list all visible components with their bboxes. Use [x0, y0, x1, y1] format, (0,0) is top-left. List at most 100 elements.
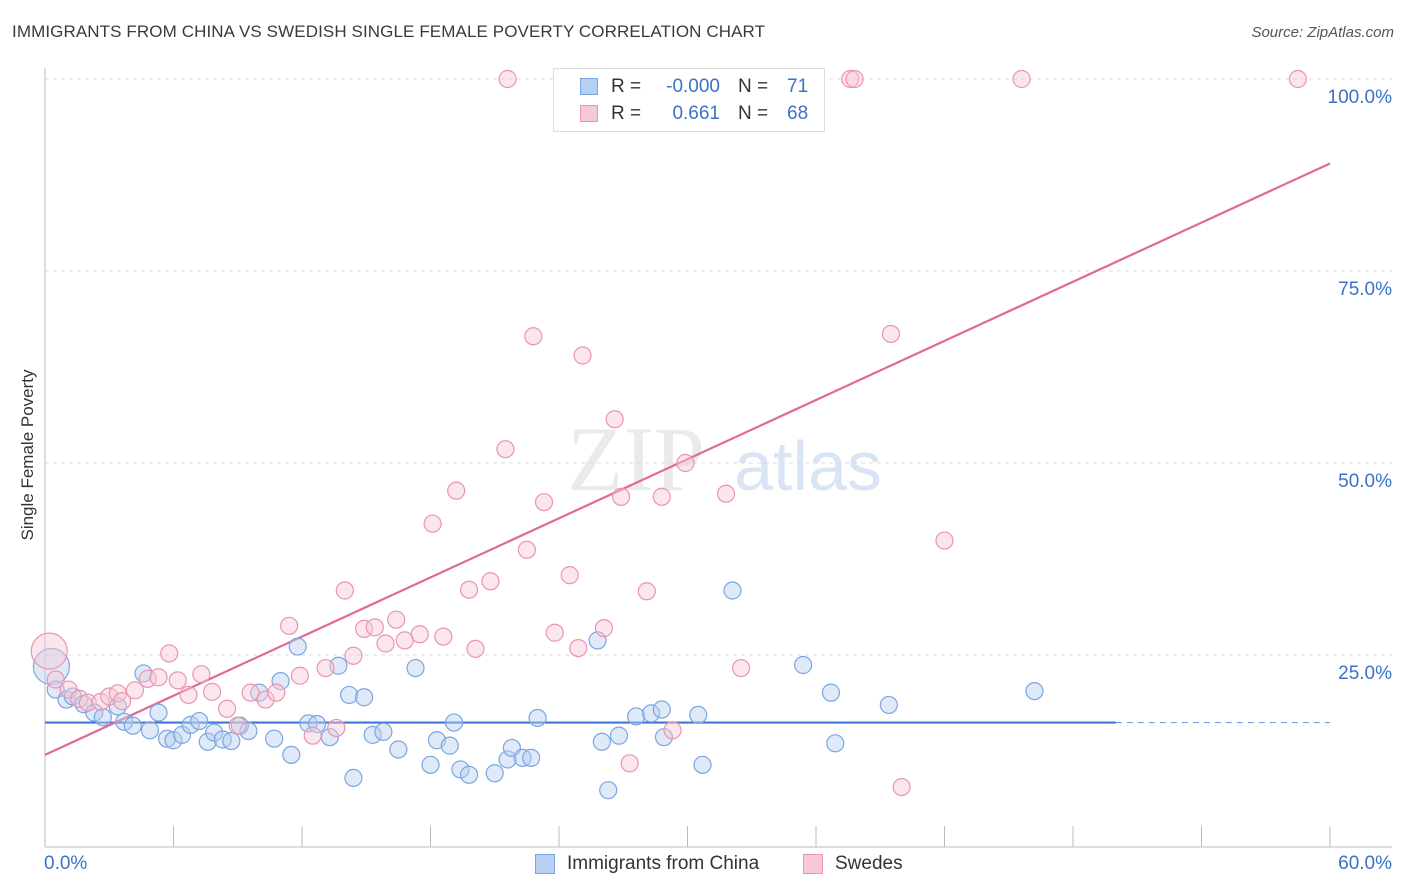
y-axis-label: Single Female Poverty — [18, 369, 37, 541]
point-swedes — [652, 487, 671, 506]
r-value-pink: 0.661 — [672, 103, 720, 124]
point-swedes — [179, 685, 198, 705]
point-swedes — [365, 618, 384, 637]
point-swedes — [716, 484, 736, 503]
point-swedes — [344, 646, 363, 665]
point-china — [498, 750, 517, 769]
point-china — [626, 707, 646, 726]
point-china — [363, 725, 382, 744]
r-label: R = — [611, 103, 642, 124]
point-swedes — [517, 540, 536, 559]
point-china — [826, 734, 845, 753]
point-china — [522, 748, 541, 768]
point-swedes — [545, 623, 564, 642]
point-china — [879, 695, 898, 715]
point-china — [344, 768, 363, 787]
point-swedes — [841, 69, 860, 89]
watermark-atlas: atlas — [734, 427, 882, 505]
point-swedes — [434, 627, 453, 646]
point-china — [198, 732, 217, 751]
legend-label-china: Immigrants from China — [567, 853, 760, 874]
point-china — [222, 731, 241, 751]
r-value-blue: -0.000 — [666, 76, 720, 97]
point-swedes — [387, 610, 406, 629]
n-label: N = — [738, 103, 769, 124]
point-swedes — [466, 639, 485, 658]
point-china — [282, 745, 301, 764]
point-swedes — [202, 682, 222, 701]
point-swedes — [560, 566, 579, 585]
y-tick-label: 75.0% — [1338, 279, 1392, 300]
watermark-zip: ZIP — [567, 408, 705, 510]
point-china — [652, 700, 671, 719]
point-china — [421, 755, 440, 774]
point-swedes — [316, 658, 335, 678]
point-china — [440, 736, 459, 755]
pink-swatch — [580, 105, 598, 122]
point-china — [149, 703, 168, 722]
point-swedes — [241, 683, 260, 702]
blue-swatch — [580, 78, 598, 95]
point-china — [723, 581, 742, 600]
point-swedes — [637, 582, 656, 601]
point-swedes — [569, 638, 588, 658]
point-swedes — [78, 693, 97, 712]
point-swedes — [1012, 69, 1031, 89]
point-swedes — [447, 481, 466, 500]
x-tick-label: 60.0% — [1338, 853, 1392, 874]
chart-title: IMMIGRANTS FROM CHINA VS SWEDISH SINGLE … — [12, 22, 766, 41]
point-swedes — [228, 716, 247, 735]
point-china — [406, 658, 425, 678]
point-swedes — [410, 625, 429, 644]
legend-swatch-blue — [535, 854, 555, 874]
point-china — [693, 755, 712, 774]
point-swedes — [594, 619, 614, 638]
legend-label-swedes: Swedes — [835, 853, 903, 874]
y-tick-label: 100.0% — [1328, 87, 1393, 108]
point-swedes — [892, 777, 911, 797]
point-china — [374, 722, 393, 741]
x-tick-label: 0.0% — [44, 853, 87, 874]
point-swedes — [267, 683, 286, 702]
point-china — [821, 683, 841, 702]
stats-row-blue: R = -0.000 N = 71 — [554, 74, 824, 100]
point-china — [157, 729, 177, 748]
n-label: N = — [738, 76, 769, 97]
point-swedes — [112, 691, 132, 711]
point-swedes — [280, 616, 299, 635]
point-china — [641, 704, 661, 723]
point-china — [1025, 681, 1044, 701]
point-china — [485, 764, 504, 783]
n-value-blue: 71 — [787, 76, 809, 97]
point-china — [307, 715, 327, 734]
point-china — [689, 705, 708, 725]
point-swedes — [217, 699, 237, 718]
point-swedes — [496, 440, 515, 459]
point-swedes — [290, 666, 309, 685]
point-china — [459, 765, 479, 784]
point-swedes — [91, 692, 110, 711]
point-swedes — [327, 718, 346, 738]
point-swedes — [46, 670, 65, 689]
point-china — [609, 726, 629, 745]
point-china — [355, 688, 374, 707]
point-china — [239, 721, 258, 741]
point-china — [599, 781, 618, 800]
stats-box: R = -0.000 N = 71 R = 0.661 N = 68 — [553, 68, 825, 132]
point-china — [164, 731, 183, 750]
trendline-swedes — [44, 162, 1331, 756]
point-china — [271, 672, 290, 691]
point-swedes — [935, 531, 954, 550]
point-swedes — [620, 754, 639, 773]
point-china — [451, 760, 470, 779]
point-swedes — [160, 644, 179, 663]
point-swedes — [256, 690, 275, 709]
point-china — [288, 637, 307, 656]
point-china — [181, 715, 200, 734]
point-swedes — [1288, 69, 1307, 89]
point-swedes — [612, 487, 631, 506]
point-swedes — [125, 681, 145, 700]
point-swedes — [70, 689, 89, 708]
point-swedes — [168, 671, 187, 690]
